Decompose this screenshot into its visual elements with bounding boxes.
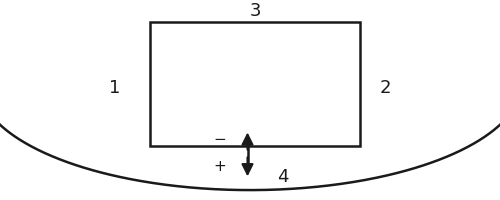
Text: 4: 4 [277,167,288,185]
Text: 3: 3 [249,2,261,20]
Text: −: − [214,131,226,146]
Text: +: + [214,158,226,173]
Text: 1: 1 [110,79,120,97]
Text: 2: 2 [380,79,391,97]
